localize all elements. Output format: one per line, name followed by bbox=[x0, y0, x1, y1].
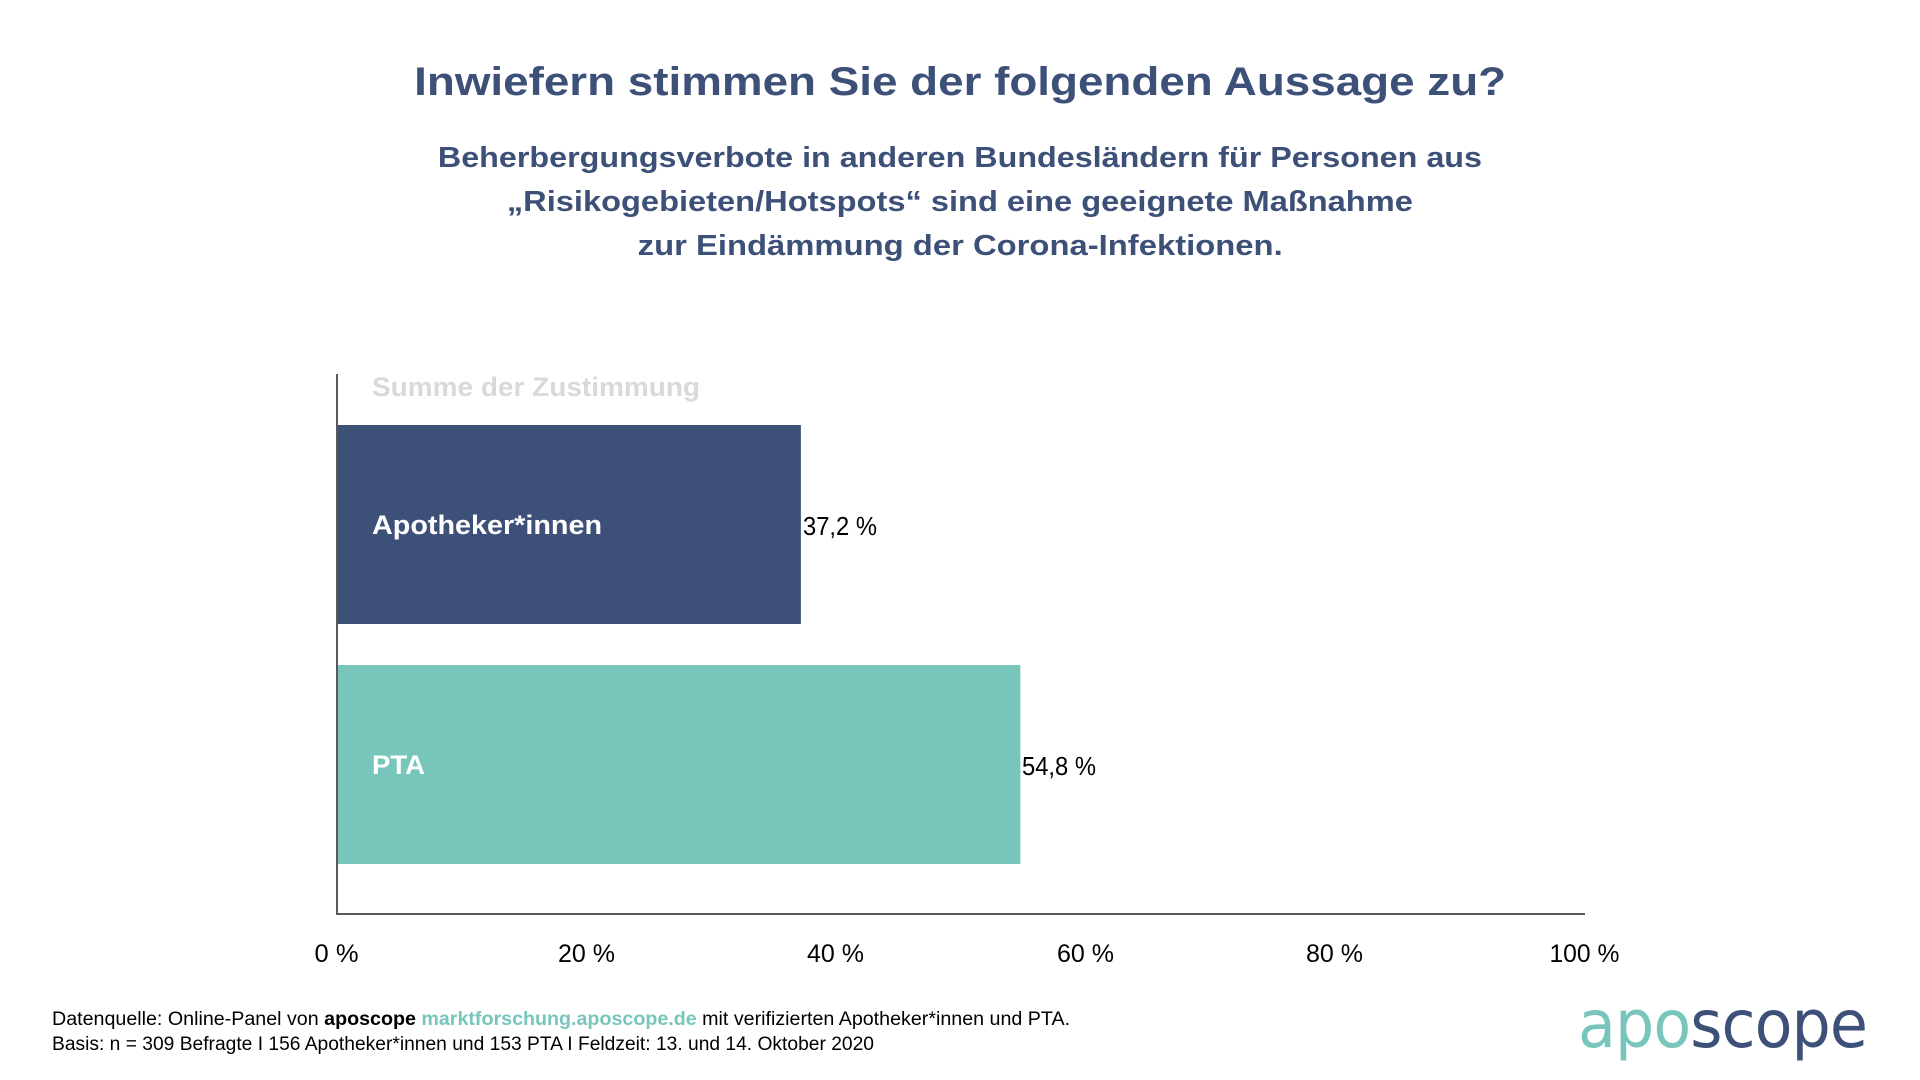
x-tick-label-text: 20 % bbox=[557, 940, 615, 968]
x-tick-label-text: 40 % bbox=[807, 940, 865, 968]
footer-link[interactable]: marktforschung.aposcope.de bbox=[421, 1009, 697, 1030]
logo-text: aposcope bbox=[1578, 990, 1868, 1060]
chart-title: Inwiefern stimmen Sie der folgenden Auss… bbox=[0, 62, 1920, 102]
bar-value-label: 37,2 % bbox=[803, 511, 884, 541]
aposcope-logo: aposcope bbox=[1578, 990, 1886, 1060]
footer-basis: Basis: n = 309 Befragte I 156 Apotheker*… bbox=[52, 1033, 874, 1057]
logo-part-apo: apo bbox=[1578, 986, 1691, 1063]
x-tick-label: 0 % bbox=[277, 939, 397, 969]
chart-title-text: Inwiefern stimmen Sie der folgenden Auss… bbox=[414, 60, 1506, 104]
bar-category-label-text: Apotheker*innen bbox=[372, 509, 603, 540]
footer-source-suffix: mit verifizierten Apotheker*innen und PT… bbox=[696, 1009, 1071, 1030]
x-tick-label: 40 % bbox=[776, 939, 896, 969]
x-tick-label-text: 0 % bbox=[315, 940, 359, 968]
bar-category-label-text: PTA bbox=[372, 749, 425, 780]
group-label: Summe der Zustimmung bbox=[372, 372, 700, 402]
bar-value-label-text: 37,2 % bbox=[802, 510, 877, 541]
footer-source-prefix: Datenquelle: Online-Panel von bbox=[52, 1009, 325, 1030]
x-tick-label: 20 % bbox=[526, 939, 646, 969]
footer-source-text: Datenquelle: Online-Panel von aposcope m… bbox=[52, 1008, 1070, 1032]
x-tick-label-text: 60 % bbox=[1056, 940, 1114, 968]
subtitle-line-2: „Risikogebieten/Hotspots“ sind eine geei… bbox=[0, 187, 1920, 217]
group-label-text: Summe der Zustimmung bbox=[372, 372, 701, 402]
subtitle-line-3: zur Eindämmung der Corona-Infektionen. bbox=[0, 231, 1920, 261]
bar-apotheker-innen bbox=[337, 425, 801, 624]
footer-brand: aposcope bbox=[324, 1009, 416, 1030]
x-tick-label: 100 % bbox=[1524, 939, 1644, 969]
bar-pta bbox=[337, 665, 1021, 864]
bar-value-label-text: 54,8 % bbox=[1022, 750, 1097, 781]
subtitle-line-1: Beherbergungsverbote in anderen Bundeslä… bbox=[0, 143, 1920, 173]
x-tick-label: 80 % bbox=[1275, 939, 1395, 969]
x-tick-label: 60 % bbox=[1025, 939, 1145, 969]
x-tick-label-text: 80 % bbox=[1306, 940, 1364, 968]
logo-part-scope: scope bbox=[1690, 986, 1868, 1063]
footer-basis-text: Basis: n = 309 Befragte I 156 Apotheker*… bbox=[52, 1034, 874, 1055]
bar-category-label: Apotheker*innen bbox=[372, 510, 602, 540]
subtitle-line-1-text: Beherbergungsverbote in anderen Bundeslä… bbox=[437, 142, 1483, 174]
subtitle-line-3-text: zur Eindämmung der Corona-Infektionen. bbox=[637, 230, 1283, 262]
x-tick-label-text: 100 % bbox=[1548, 940, 1619, 968]
bar-value-label: 54,8 % bbox=[1022, 751, 1103, 781]
subtitle-line-2-text: „Risikogebieten/Hotspots“ sind eine geei… bbox=[506, 186, 1413, 218]
footer-source: Datenquelle: Online-Panel von aposcope m… bbox=[52, 1008, 1070, 1032]
bars-layer bbox=[337, 425, 1021, 864]
bar-category-label: PTA bbox=[372, 749, 425, 780]
